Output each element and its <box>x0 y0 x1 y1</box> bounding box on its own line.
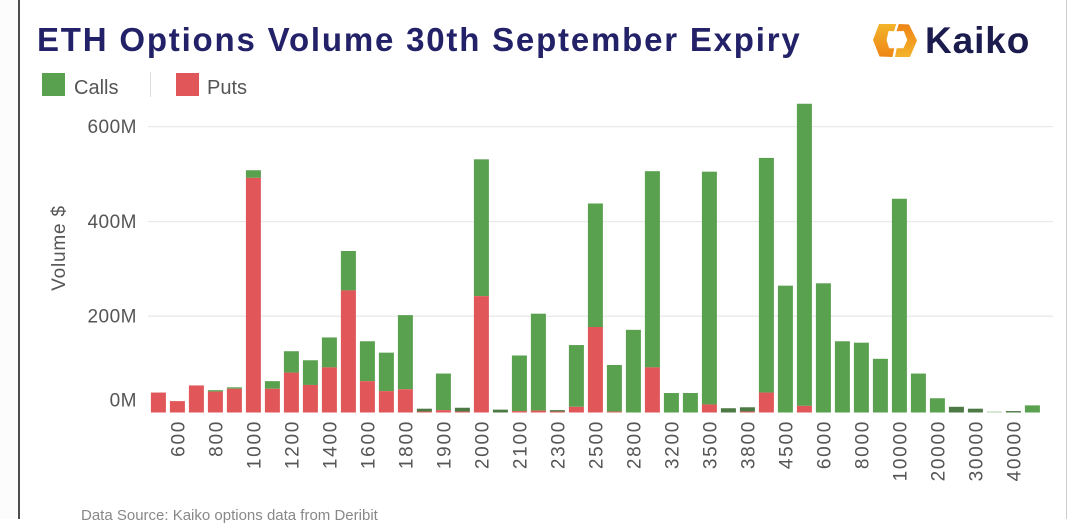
svg-text:8000: 8000 <box>852 420 873 469</box>
svg-text:2300: 2300 <box>548 420 569 469</box>
svg-text:Volume $: Volume $ <box>49 205 70 291</box>
svg-text:1800: 1800 <box>396 420 417 469</box>
svg-text:600: 600 <box>168 420 189 457</box>
svg-text:3500: 3500 <box>700 420 721 469</box>
svg-text:10000: 10000 <box>890 420 911 481</box>
svg-text:1600: 1600 <box>358 420 379 469</box>
svg-text:3200: 3200 <box>662 420 683 469</box>
svg-text:30000: 30000 <box>966 420 987 481</box>
svg-text:6000: 6000 <box>814 420 835 469</box>
svg-text:600M: 600M <box>87 117 137 138</box>
svg-text:2100: 2100 <box>510 420 531 469</box>
svg-text:800: 800 <box>206 420 227 457</box>
svg-text:200M: 200M <box>87 307 137 328</box>
svg-text:2500: 2500 <box>586 420 607 469</box>
svg-text:400M: 400M <box>87 212 137 233</box>
svg-text:40000: 40000 <box>1004 420 1025 481</box>
svg-text:3800: 3800 <box>738 420 759 469</box>
svg-text:1400: 1400 <box>320 420 341 469</box>
svg-text:1200: 1200 <box>282 420 303 469</box>
svg-text:4500: 4500 <box>776 420 797 469</box>
svg-text:0M: 0M <box>110 391 137 412</box>
svg-text:20000: 20000 <box>928 420 949 481</box>
svg-text:1900: 1900 <box>434 420 455 469</box>
svg-text:2000: 2000 <box>472 420 493 469</box>
svg-text:1000: 1000 <box>244 420 265 469</box>
svg-text:2800: 2800 <box>624 420 645 469</box>
